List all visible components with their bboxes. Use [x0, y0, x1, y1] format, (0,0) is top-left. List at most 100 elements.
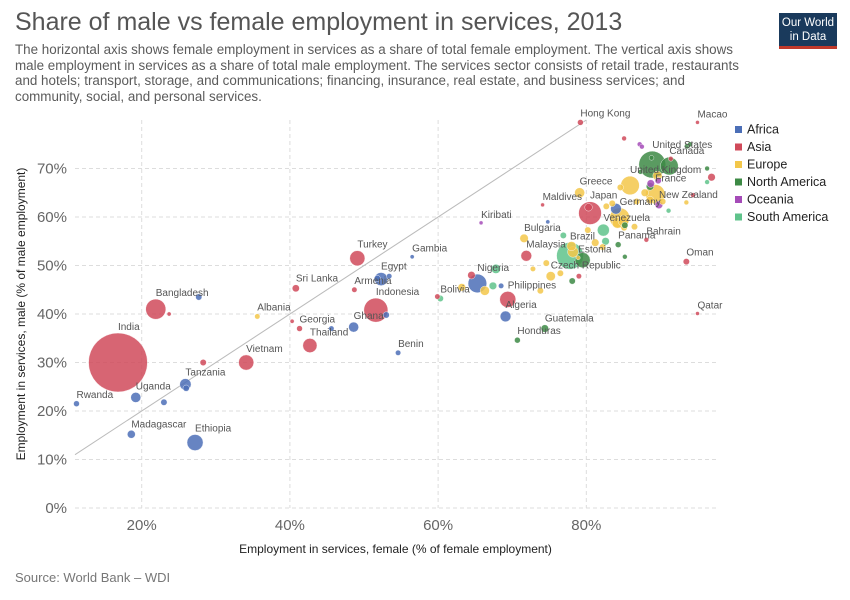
legend-item[interactable]: Africa: [747, 123, 779, 137]
data-point[interactable]: [520, 250, 532, 262]
data-point[interactable]: [499, 291, 517, 308]
data-point[interactable]: [498, 282, 504, 289]
data-point[interactable]: [127, 430, 136, 439]
data-point[interactable]: [409, 254, 415, 260]
data-point[interactable]: [637, 169, 644, 175]
data-point[interactable]: [643, 237, 649, 243]
data-point[interactable]: [617, 184, 624, 191]
data-point[interactable]: [536, 287, 544, 295]
data-point[interactable]: [195, 293, 203, 301]
data-point[interactable]: [695, 311, 700, 316]
data-point[interactable]: [633, 198, 641, 205]
data-point[interactable]: [88, 332, 148, 393]
data-point[interactable]: [488, 281, 497, 290]
data-point[interactable]: [348, 321, 359, 333]
data-point[interactable]: [349, 250, 366, 267]
data-point[interactable]: [575, 255, 581, 261]
data-point[interactable]: [382, 311, 390, 319]
data-point[interactable]: [395, 349, 401, 356]
data-point[interactable]: [289, 318, 295, 324]
data-point[interactable]: [373, 275, 381, 282]
data-point[interactable]: [166, 311, 172, 317]
data-point[interactable]: [620, 175, 640, 195]
data-point[interactable]: [296, 325, 303, 332]
data-point[interactable]: [599, 243, 607, 251]
data-point[interactable]: [648, 155, 655, 161]
data-point[interactable]: [292, 284, 300, 293]
data-point[interactable]: [73, 400, 80, 407]
data-point[interactable]: [659, 198, 667, 205]
data-point[interactable]: [386, 273, 393, 280]
data-point[interactable]: [566, 241, 577, 251]
data-point[interactable]: [578, 201, 602, 225]
legend-item[interactable]: Oceania: [747, 193, 794, 207]
data-point[interactable]: [434, 293, 441, 300]
data-point[interactable]: [182, 384, 190, 392]
data-point[interactable]: [542, 259, 550, 267]
data-point[interactable]: [646, 179, 655, 188]
data-point[interactable]: [363, 297, 389, 323]
data-point[interactable]: [540, 202, 545, 208]
legend-item[interactable]: Asia: [747, 140, 771, 154]
legend-item[interactable]: North America: [747, 175, 826, 189]
data-point[interactable]: [690, 192, 696, 198]
data-point[interactable]: [559, 232, 567, 239]
data-point[interactable]: [557, 269, 564, 277]
data-point[interactable]: [545, 219, 551, 225]
data-point[interactable]: [665, 208, 672, 214]
data-point[interactable]: [615, 241, 622, 248]
owid-logo[interactable]: Our World in Data: [779, 13, 837, 49]
data-point[interactable]: [328, 325, 335, 332]
data-point[interactable]: [519, 233, 529, 243]
data-point[interactable]: [199, 359, 207, 366]
data-point[interactable]: [621, 221, 629, 229]
data-point[interactable]: [639, 144, 645, 150]
data-point[interactable]: [514, 337, 521, 344]
data-point[interactable]: [540, 324, 549, 333]
data-point[interactable]: [654, 177, 662, 185]
data-point[interactable]: [574, 187, 585, 198]
data-point[interactable]: [602, 202, 610, 210]
data-point[interactable]: [479, 285, 490, 296]
data-point[interactable]: [622, 254, 628, 260]
data-point[interactable]: [608, 200, 616, 207]
data-point[interactable]: [254, 313, 261, 320]
data-point[interactable]: [601, 237, 610, 246]
data-point[interactable]: [160, 398, 168, 406]
data-point[interactable]: [668, 156, 674, 162]
data-point[interactable]: [302, 338, 318, 353]
data-point[interactable]: [584, 203, 593, 212]
data-point[interactable]: [491, 264, 501, 274]
data-point[interactable]: [577, 119, 584, 126]
data-point[interactable]: [467, 271, 476, 280]
data-point[interactable]: [597, 223, 610, 237]
data-point[interactable]: [704, 179, 710, 185]
data-point[interactable]: [591, 238, 600, 247]
data-point[interactable]: [478, 220, 484, 226]
data-point[interactable]: [186, 434, 204, 451]
data-point[interactable]: [576, 273, 582, 280]
data-point[interactable]: [695, 120, 700, 125]
data-point[interactable]: [687, 141, 693, 147]
source-note[interactable]: Source: World Bank – WDI: [15, 570, 171, 585]
data-point[interactable]: [682, 258, 690, 266]
data-point[interactable]: [631, 223, 638, 231]
data-point[interactable]: [683, 199, 689, 206]
data-point[interactable]: [530, 266, 536, 272]
data-point[interactable]: [130, 392, 141, 403]
data-point[interactable]: [351, 286, 358, 293]
data-point[interactable]: [457, 283, 466, 292]
data-point[interactable]: [499, 310, 512, 323]
data-point[interactable]: [545, 271, 556, 282]
data-point[interactable]: [621, 135, 627, 142]
legend-item[interactable]: South America: [747, 210, 828, 224]
legend-item[interactable]: Europe: [747, 158, 787, 172]
data-point[interactable]: [584, 226, 592, 234]
data-point[interactable]: [145, 298, 167, 320]
data-point[interactable]: [704, 165, 710, 172]
data-point[interactable]: [238, 354, 254, 371]
data-point[interactable]: [646, 196, 655, 205]
data-point[interactable]: [640, 188, 649, 197]
data-point[interactable]: [707, 173, 716, 182]
data-point[interactable]: [568, 277, 576, 285]
